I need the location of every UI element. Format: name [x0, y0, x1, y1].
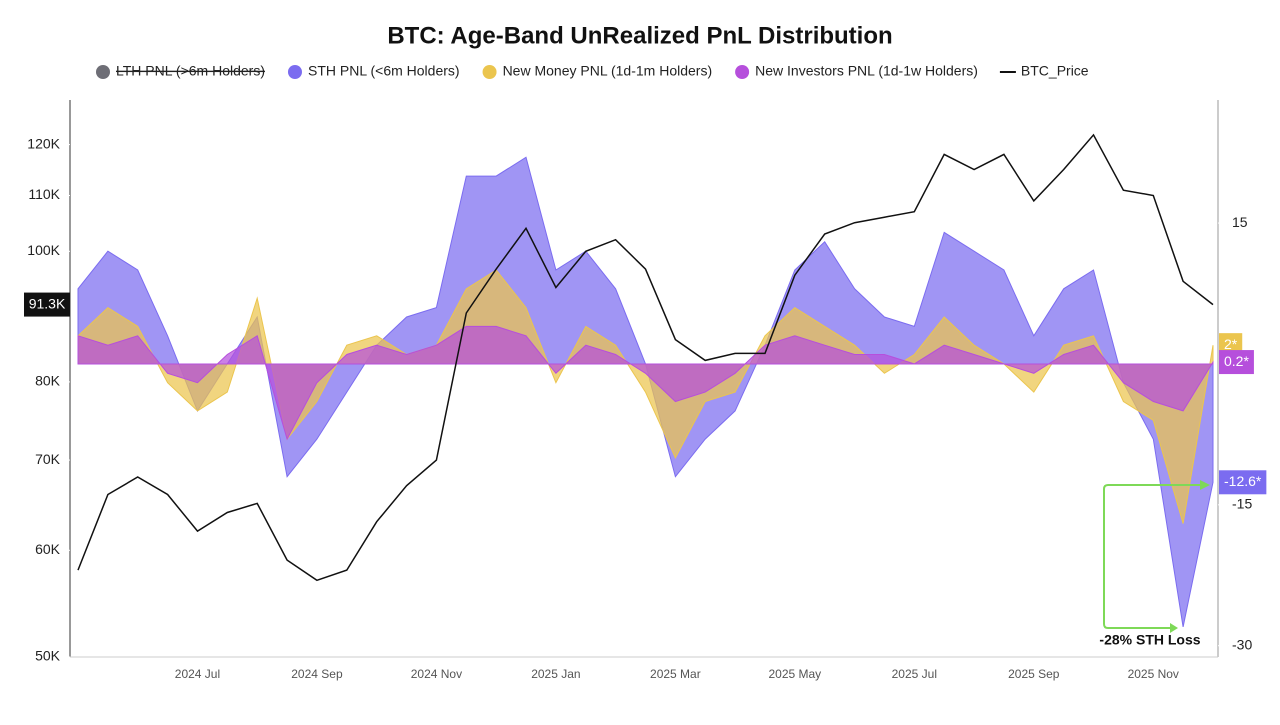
end-label: 0.2* — [1224, 353, 1249, 369]
legend-item: New Investors PNL (1d-1w Holders) — [735, 63, 978, 79]
annotation-text: -28% STH Loss — [1099, 632, 1200, 648]
legend-item: LTH PNL (>6m Holders) — [96, 63, 265, 79]
legend-label: STH PNL (<6m Holders) — [308, 63, 460, 79]
end-marker — [1219, 470, 1267, 495]
price-line — [77, 133, 1214, 582]
x-tick-label: 2025 Nov — [1128, 667, 1179, 681]
y2-tick-label: -30 — [1232, 636, 1252, 652]
x-tick-label: 2025 Jul — [892, 667, 937, 681]
x-tick-label: 2024 Sep — [291, 667, 343, 681]
legend-label: New Investors PNL (1d-1w Holders) — [755, 63, 978, 79]
price-marker-label: 91.3K — [29, 295, 66, 311]
x-tick-label: 2024 Jul — [175, 667, 220, 681]
legend-item: BTC_Price — [999, 63, 1089, 79]
legend: LTH PNL (>6m Holders) STH PNL (<6m Holder… — [96, 63, 1089, 79]
y-tick-label: 80K — [35, 373, 61, 389]
legend-label: New Money PNL (1d-1m Holders) — [503, 63, 713, 79]
annotation-arrow — [1200, 480, 1210, 490]
x-tick-label: 2025 May — [768, 667, 821, 681]
y-tick-label: 120K — [27, 135, 60, 151]
annotation-bracket — [1103, 484, 1208, 629]
pnl-area — [77, 325, 1214, 441]
x-tick-label: 2024 Nov — [411, 667, 462, 681]
y-tick-label: 50K — [35, 648, 61, 664]
legend-swatch — [735, 65, 750, 79]
x-tick-label: 2025 Sep — [1008, 667, 1060, 681]
legend-swatch — [287, 65, 302, 79]
end-label: 2* — [1224, 336, 1238, 352]
legend-item: STH PNL (<6m Holders) — [287, 63, 460, 79]
legend-swatch — [482, 65, 497, 79]
legend-label: LTH PNL (>6m Holders) — [116, 63, 265, 79]
legend-swatch — [96, 65, 110, 79]
y2-tick-label: -15 — [1232, 496, 1252, 512]
y2-tick-label: 15 — [1232, 214, 1248, 230]
legend-label: BTC_Price — [1021, 63, 1089, 79]
annotation: -28% STH Loss — [1099, 480, 1210, 648]
legend-item: New Money PNL (1d-1m Holders) — [482, 63, 713, 79]
price-marker — [24, 292, 70, 317]
end-label: -12.6* — [1224, 473, 1262, 489]
y-tick-label: 110K — [28, 186, 60, 202]
annotation-arrow — [1170, 623, 1178, 633]
plot-area — [77, 133, 1214, 628]
x-tick-label: 2025 Jan — [531, 667, 580, 681]
y-tick-label: 100K — [27, 242, 60, 258]
y-tick-label: 70K — [35, 451, 61, 467]
y-tick-label: 60K — [35, 541, 61, 557]
end-marker — [1219, 350, 1254, 375]
pnl-area — [77, 269, 1214, 524]
chart-title: BTC: Age-Band UnRealized PnL Distributio… — [387, 22, 892, 49]
x-tick-label: 2025 Mar — [650, 667, 701, 681]
